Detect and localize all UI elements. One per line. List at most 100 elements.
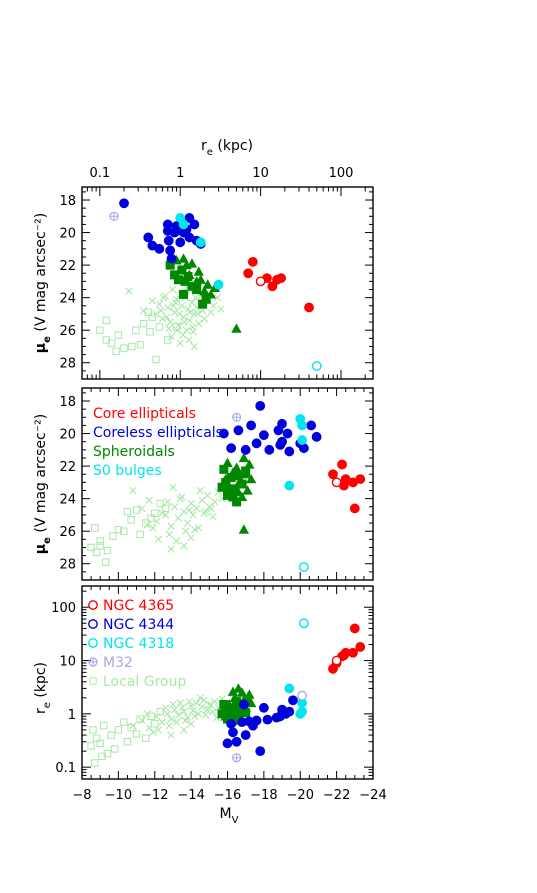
y-tick-label: 22 bbox=[59, 460, 76, 475]
coreless-elliptical-point bbox=[189, 219, 200, 230]
local-group-cross-point bbox=[178, 704, 186, 712]
local-group-cross-point bbox=[181, 716, 190, 725]
local-group-cross-point bbox=[185, 697, 193, 706]
local-group-square-point bbox=[96, 739, 104, 748]
local-group-cross-point bbox=[180, 318, 188, 326]
y-tick-label: 24 bbox=[59, 493, 76, 508]
top-x-tick-label: 100 bbox=[329, 166, 354, 181]
coreless-elliptical-point bbox=[282, 428, 293, 439]
local-group-cross-point bbox=[169, 483, 177, 491]
local-group-cross-point bbox=[196, 694, 204, 702]
panel-3-legend: NGC 4365 NGC 4344 NGC 4318 M32 Local Group bbox=[88, 598, 186, 690]
legend-label: S0 bulges bbox=[93, 463, 162, 479]
local-group-cross-point bbox=[195, 319, 203, 328]
spheroidal-triangle-point bbox=[222, 457, 233, 468]
legend-label: Local Group bbox=[103, 674, 186, 690]
local-group-square-point bbox=[120, 344, 128, 352]
local-group-square-point bbox=[91, 759, 99, 767]
core-elliptical-point bbox=[247, 256, 258, 267]
local-group-cross-point bbox=[174, 321, 183, 329]
coreless-elliptical-point bbox=[154, 243, 165, 254]
ngc-4318-point bbox=[298, 618, 309, 629]
local-group-cross-point bbox=[180, 707, 188, 716]
coreless-elliptical-point bbox=[258, 702, 269, 713]
local-group-cross-point bbox=[155, 300, 164, 308]
spheroidal-triangle-point bbox=[178, 253, 189, 263]
local-group-square-point bbox=[147, 712, 155, 720]
panel-3-marks bbox=[87, 618, 366, 767]
core-elliptical-point bbox=[349, 623, 360, 634]
local-group-cross-point bbox=[138, 504, 146, 513]
local-group-cross-point bbox=[180, 507, 188, 516]
s0-bulge-point bbox=[297, 706, 307, 717]
local-group-square-point bbox=[139, 319, 148, 328]
coreless-elliptical-point bbox=[264, 444, 275, 455]
coreless-elliptical-point bbox=[311, 431, 322, 442]
s0-bulge-point bbox=[178, 219, 189, 230]
panel-2-y-axis-title: μe (V mag arcsec⁻²) bbox=[33, 414, 53, 554]
local-group-cross-point bbox=[189, 511, 197, 519]
legend-marker bbox=[88, 619, 98, 629]
local-group-cross-point bbox=[181, 527, 190, 535]
local-group-cross-point bbox=[168, 285, 177, 294]
local-group-cross-point bbox=[172, 298, 180, 307]
local-group-square-point bbox=[114, 331, 123, 339]
local-group-cross-point bbox=[164, 303, 172, 312]
local-group-cross-point bbox=[200, 696, 208, 704]
local-group-cross-point bbox=[129, 486, 137, 495]
panel-2-marks bbox=[87, 400, 366, 572]
local-group-cross-point bbox=[158, 509, 166, 517]
local-group-cross-point bbox=[203, 491, 212, 500]
local-group-cross-point bbox=[205, 700, 214, 709]
s0-bulge-point bbox=[195, 237, 206, 248]
local-group-cross-point bbox=[169, 700, 177, 709]
local-group-cross-point bbox=[166, 318, 174, 326]
coreless-elliptical-point bbox=[166, 253, 177, 264]
coreless-elliptical-point bbox=[240, 730, 251, 740]
local-group-square-point bbox=[148, 313, 157, 321]
local-group-cross-point bbox=[185, 506, 193, 514]
local-group-square-point bbox=[156, 499, 164, 508]
spheroidal-triangle-point bbox=[231, 323, 242, 333]
local-group-cross-point bbox=[125, 287, 133, 295]
local-group-square-point bbox=[151, 509, 159, 517]
coreless-elliptical-point bbox=[165, 245, 176, 256]
m32-point-cross bbox=[109, 212, 118, 221]
y-tick-label: 28 bbox=[59, 357, 76, 372]
local-group-cross-point bbox=[183, 519, 192, 527]
local-group-cross-point bbox=[148, 297, 157, 305]
local-group-cross-point bbox=[200, 315, 209, 323]
local-group-square-point bbox=[96, 326, 104, 334]
s0-bulge-point bbox=[213, 279, 224, 290]
y-tick-label: 24 bbox=[59, 292, 76, 307]
y-tick-label: 22 bbox=[59, 259, 76, 274]
legend-label: NGC 4344 bbox=[103, 617, 174, 633]
panel-mu-vs-re: 0.1 1 10 100 18 20 22 24 26 28 re (kpc) μe (V mag… bbox=[33, 138, 374, 380]
coreless-elliptical-point bbox=[143, 232, 154, 243]
x-tick-label: −14 bbox=[177, 788, 204, 803]
local-group-square-point bbox=[132, 730, 141, 738]
local-group-cross-point bbox=[207, 308, 215, 316]
coreless-elliptical-point bbox=[238, 699, 249, 710]
local-group-cross-point bbox=[149, 728, 157, 737]
local-group-cross-point bbox=[174, 711, 183, 719]
local-group-square-point bbox=[132, 506, 141, 514]
local-group-square-point bbox=[103, 547, 112, 555]
spheroidal-triangle-point bbox=[205, 289, 216, 299]
local-group-square-point bbox=[112, 347, 120, 356]
local-group-square-point bbox=[96, 537, 104, 545]
local-group-cross-point bbox=[169, 302, 177, 310]
spheroidal-triangle-point bbox=[199, 285, 210, 296]
local-group-cross-point bbox=[145, 724, 153, 732]
y-tick-label: 28 bbox=[59, 558, 76, 573]
core-elliptical-point bbox=[349, 503, 360, 514]
spheroidal-triangle-point bbox=[235, 706, 246, 716]
spheroidal-triangle-point bbox=[225, 708, 237, 719]
local-group-cross-point bbox=[163, 313, 171, 321]
x-tick-label: −24 bbox=[359, 788, 386, 803]
spheroidal-triangle-point bbox=[184, 269, 195, 280]
legend-label: Coreless ellipticals bbox=[93, 425, 223, 441]
s0-bulge-point bbox=[297, 420, 307, 431]
local-group-cross-point bbox=[187, 534, 195, 542]
local-group-square-point bbox=[87, 543, 95, 552]
